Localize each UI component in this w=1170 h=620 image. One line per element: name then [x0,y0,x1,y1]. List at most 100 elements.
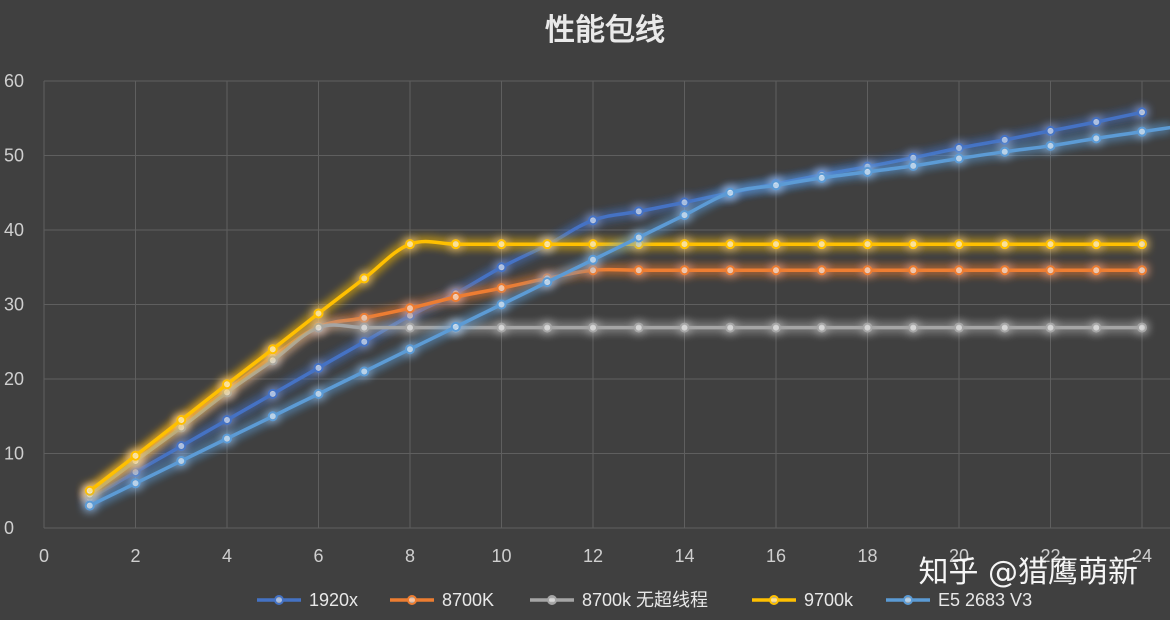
series-point [771,180,781,191]
series-point [679,265,690,276]
x-tick-label: 10 [491,546,511,566]
series-point [1091,133,1102,144]
series-point [222,414,232,425]
legend-marker [769,595,779,605]
chart-series [84,107,1170,511]
x-tick-label: 0 [39,546,49,566]
series-point [1045,322,1056,333]
series-point [267,411,278,422]
series-point [588,322,598,333]
x-tick-label: 8 [405,546,415,566]
series-point [267,344,278,355]
series-point [496,262,507,273]
series-point [542,322,553,333]
x-tick-label: 14 [674,546,694,566]
series-point [1045,140,1056,151]
series-point [862,265,873,276]
series-point [954,143,964,154]
series-point [359,273,370,284]
series-point [588,265,598,276]
x-tick-label: 4 [222,546,232,566]
series-point [450,239,461,250]
series-point [496,322,507,333]
x-tick-label: 24 [1132,546,1152,566]
series-point [542,239,553,250]
series-point [999,265,1010,276]
series-point [725,322,736,333]
series-point [908,322,919,333]
series-point [359,366,370,377]
series-point [313,362,324,373]
series-point [999,146,1010,157]
series-point [679,322,690,333]
series-point [313,322,324,333]
series-point [954,239,964,250]
legend-label: 1920x [309,590,358,610]
series-point [1137,239,1147,250]
series-point [130,478,141,489]
series-point [405,322,415,333]
x-axis: 0 2 4 6 8 10 12 14 16 18 20 22 24 [39,546,1152,566]
x-tick-label: 2 [130,546,140,566]
legend-marker [407,595,417,605]
series-point [130,467,141,478]
x-tick-label: 22 [1040,546,1060,566]
series-point [450,292,461,303]
y-tick-label: 40 [4,220,24,240]
series-point [267,388,278,399]
series-point [1045,239,1056,250]
series-point [1091,265,1102,276]
series-point [496,299,507,310]
series-point [1137,322,1147,333]
series-point [1091,322,1102,333]
series-point [954,265,964,276]
series-point [405,239,415,250]
legend-marker [903,595,913,605]
series-point [176,441,187,452]
series-point [588,215,598,226]
series-point [999,134,1010,145]
y-tick-label: 20 [4,369,24,389]
series-point [633,206,644,217]
series-point [359,312,370,323]
series-point [222,379,232,390]
x-tick-label: 16 [766,546,786,566]
series-point [771,239,781,250]
series-point [816,322,827,333]
series-point [816,265,827,276]
series-point [999,322,1010,333]
series-point [176,414,187,425]
x-tick-label: 18 [857,546,877,566]
series-point [588,239,598,250]
y-tick-label: 10 [4,444,24,464]
y-tick-label: 30 [4,295,24,315]
series-point [1045,265,1056,276]
series-4 [84,125,1170,511]
series-point [633,232,644,243]
watermark: 知乎 @猎鹰萌新 [918,555,1138,590]
series-point [816,239,827,250]
y-axis: 0 10 20 30 40 50 60 [4,71,24,538]
x-tick-label: 6 [313,546,323,566]
series-2 [84,322,1147,500]
series-point [908,160,919,171]
legend-marker [274,595,284,605]
series-point [84,485,95,496]
series-point [359,322,370,333]
legend-label: 9700k [804,590,854,610]
series-point [771,265,781,276]
x-tick-label: 20 [949,546,969,566]
series-point [862,166,873,177]
series-point [313,308,324,319]
series-point [679,239,690,250]
series-point [1091,239,1102,250]
series-point [222,433,232,444]
series-point [405,303,415,314]
legend-label: E5 2683 V3 [938,590,1032,610]
series-point [359,336,370,347]
series-point [816,172,827,183]
series-point [633,265,644,276]
chart-title: 性能包线 [545,13,665,48]
